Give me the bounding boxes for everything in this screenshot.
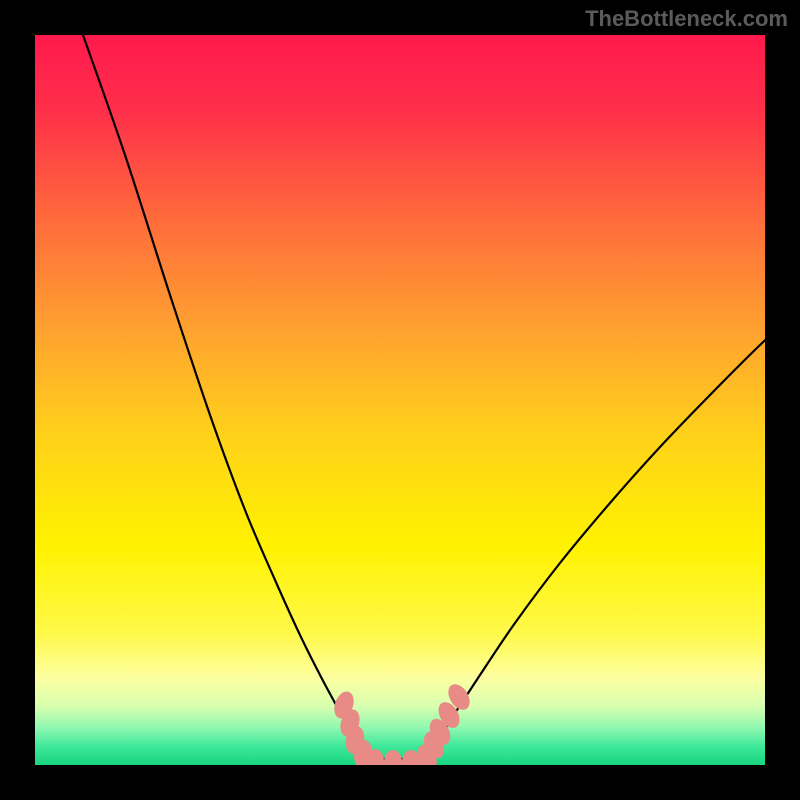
valley-marker: [384, 750, 402, 765]
bottleneck-curve-chart: [35, 35, 765, 765]
plot-area: [35, 35, 765, 765]
valley-marker: [402, 750, 420, 765]
right-curve: [430, 308, 765, 753]
watermark-text: TheBottleneck.com: [585, 6, 788, 32]
left-curve: [83, 35, 363, 753]
chart-container: TheBottleneck.com: [0, 0, 800, 800]
